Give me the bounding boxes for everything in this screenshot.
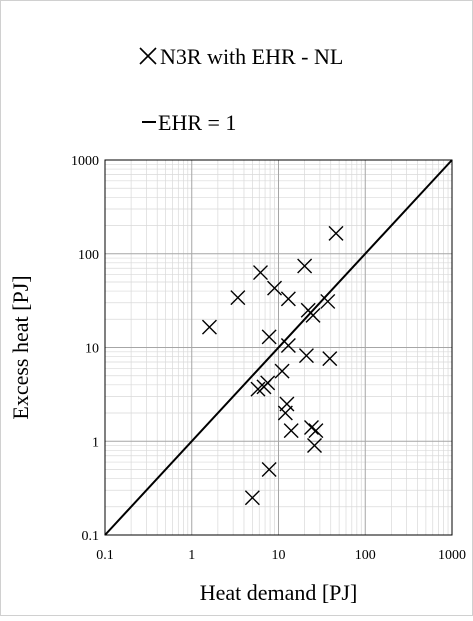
- scatter-point: [244, 490, 260, 506]
- scatter-point: [250, 381, 266, 397]
- legend-label-line: EHR = 1: [158, 110, 236, 135]
- scatter-point: [307, 438, 322, 454]
- scatter-point: [283, 423, 299, 439]
- legend-item-line: EHR = 1: [142, 110, 236, 135]
- scatter-point: [297, 258, 313, 274]
- scatter-point: [201, 319, 217, 335]
- scatter-point: [298, 348, 314, 364]
- y-tick-label: 1: [92, 435, 99, 450]
- x-tick-label: 1: [188, 548, 195, 563]
- x-axis-tick-labels: 0.1 1 10 100 1000: [96, 548, 466, 563]
- scatter-point: [252, 265, 268, 281]
- legend-x-marker-icon: [139, 47, 157, 65]
- scatter-point: [267, 280, 283, 296]
- scatter-point: [280, 291, 296, 307]
- scatter-point: [277, 405, 293, 421]
- y-axis-tick-labels: 0.1 1 10 100 1000: [71, 154, 99, 544]
- y-tick-label: 1000: [71, 154, 99, 169]
- y-axis-title: Excess heat [PJ]: [8, 275, 33, 419]
- y-tick-label: 0.1: [82, 529, 100, 544]
- x-tick-label: 100: [355, 548, 376, 563]
- scatter-point: [308, 423, 324, 439]
- scatter-point: [279, 396, 295, 412]
- scatter-point: [328, 225, 344, 241]
- scatter-marker-layer: [201, 225, 344, 506]
- scatter-point: [322, 351, 338, 367]
- x-tick-label: 1000: [438, 548, 466, 563]
- scatter-point: [261, 461, 277, 477]
- scatter-point: [305, 307, 321, 323]
- y-tick-label: 100: [78, 248, 99, 263]
- scatter-point: [230, 290, 246, 306]
- y-tick-label: 10: [85, 342, 99, 357]
- legend: N3R with EHR - NL EHR = 1: [139, 44, 343, 135]
- scatter-point: [320, 293, 336, 309]
- legend-label-scatter: N3R with EHR - NL: [160, 44, 343, 69]
- scatter-point: [303, 420, 319, 436]
- ehr-reference-line: [104, 159, 453, 536]
- x-tick-label: 0.1: [96, 548, 114, 563]
- scatter-point: [261, 329, 277, 345]
- scatter-point: [280, 338, 296, 354]
- scatter-point: [274, 363, 290, 379]
- reference-line-layer: [104, 159, 453, 536]
- scatter-point: [260, 375, 276, 391]
- x-axis-title: Heat demand [PJ]: [200, 580, 358, 605]
- x-tick-label: 10: [272, 548, 286, 563]
- plot-area-border: [104, 159, 453, 536]
- legend-item-scatter: N3R with EHR - NL: [139, 44, 343, 69]
